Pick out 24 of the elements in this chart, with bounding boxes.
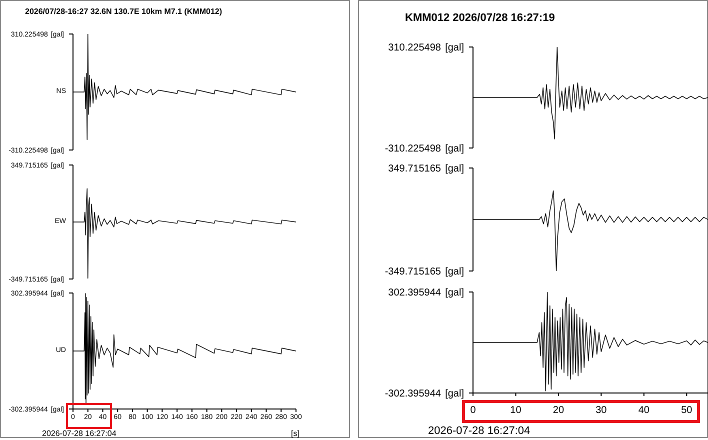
y-tick-label: 349.715165 (388, 164, 442, 174)
line-series (73, 293, 296, 406)
text: [gal] (445, 288, 464, 298)
y-axis-title: [gal] (445, 144, 464, 154)
text: [gal] (445, 42, 464, 54)
y-tick-label: 310.225498 (388, 42, 442, 54)
y-tick-label: -310.225498 (384, 144, 442, 154)
y-tick-label: -302.395944 (384, 388, 442, 400)
text: 2026-07-28 16:27:04 (428, 425, 530, 437)
x-tick-label: 40 (638, 405, 650, 416)
x-tick-label: 0 (470, 405, 476, 416)
chart-title: 2026/07/28-16:27 32.6N 130.7E 10km M7.1 (KMM012) (25, 7, 222, 16)
x-tick-label: 50 (681, 405, 693, 416)
x-tick-label: 30 (596, 405, 608, 416)
chart-title: KMM012 2026/07/28 16:27:19 (405, 12, 555, 24)
x-axis-title: [s] (291, 429, 300, 438)
text: 2026-07-28 16:27:04 (42, 429, 116, 438)
y-tick-label: 302.395944 (388, 288, 442, 298)
x-tick-label: 10 (510, 405, 522, 416)
y-axis-title: [gal] (445, 266, 464, 278)
y-axis-title: [gal] (445, 388, 464, 400)
text: [gal] (445, 164, 464, 174)
y-tick-label: -349.715165 (384, 266, 442, 278)
x-tick-label: 20 (552, 405, 564, 416)
